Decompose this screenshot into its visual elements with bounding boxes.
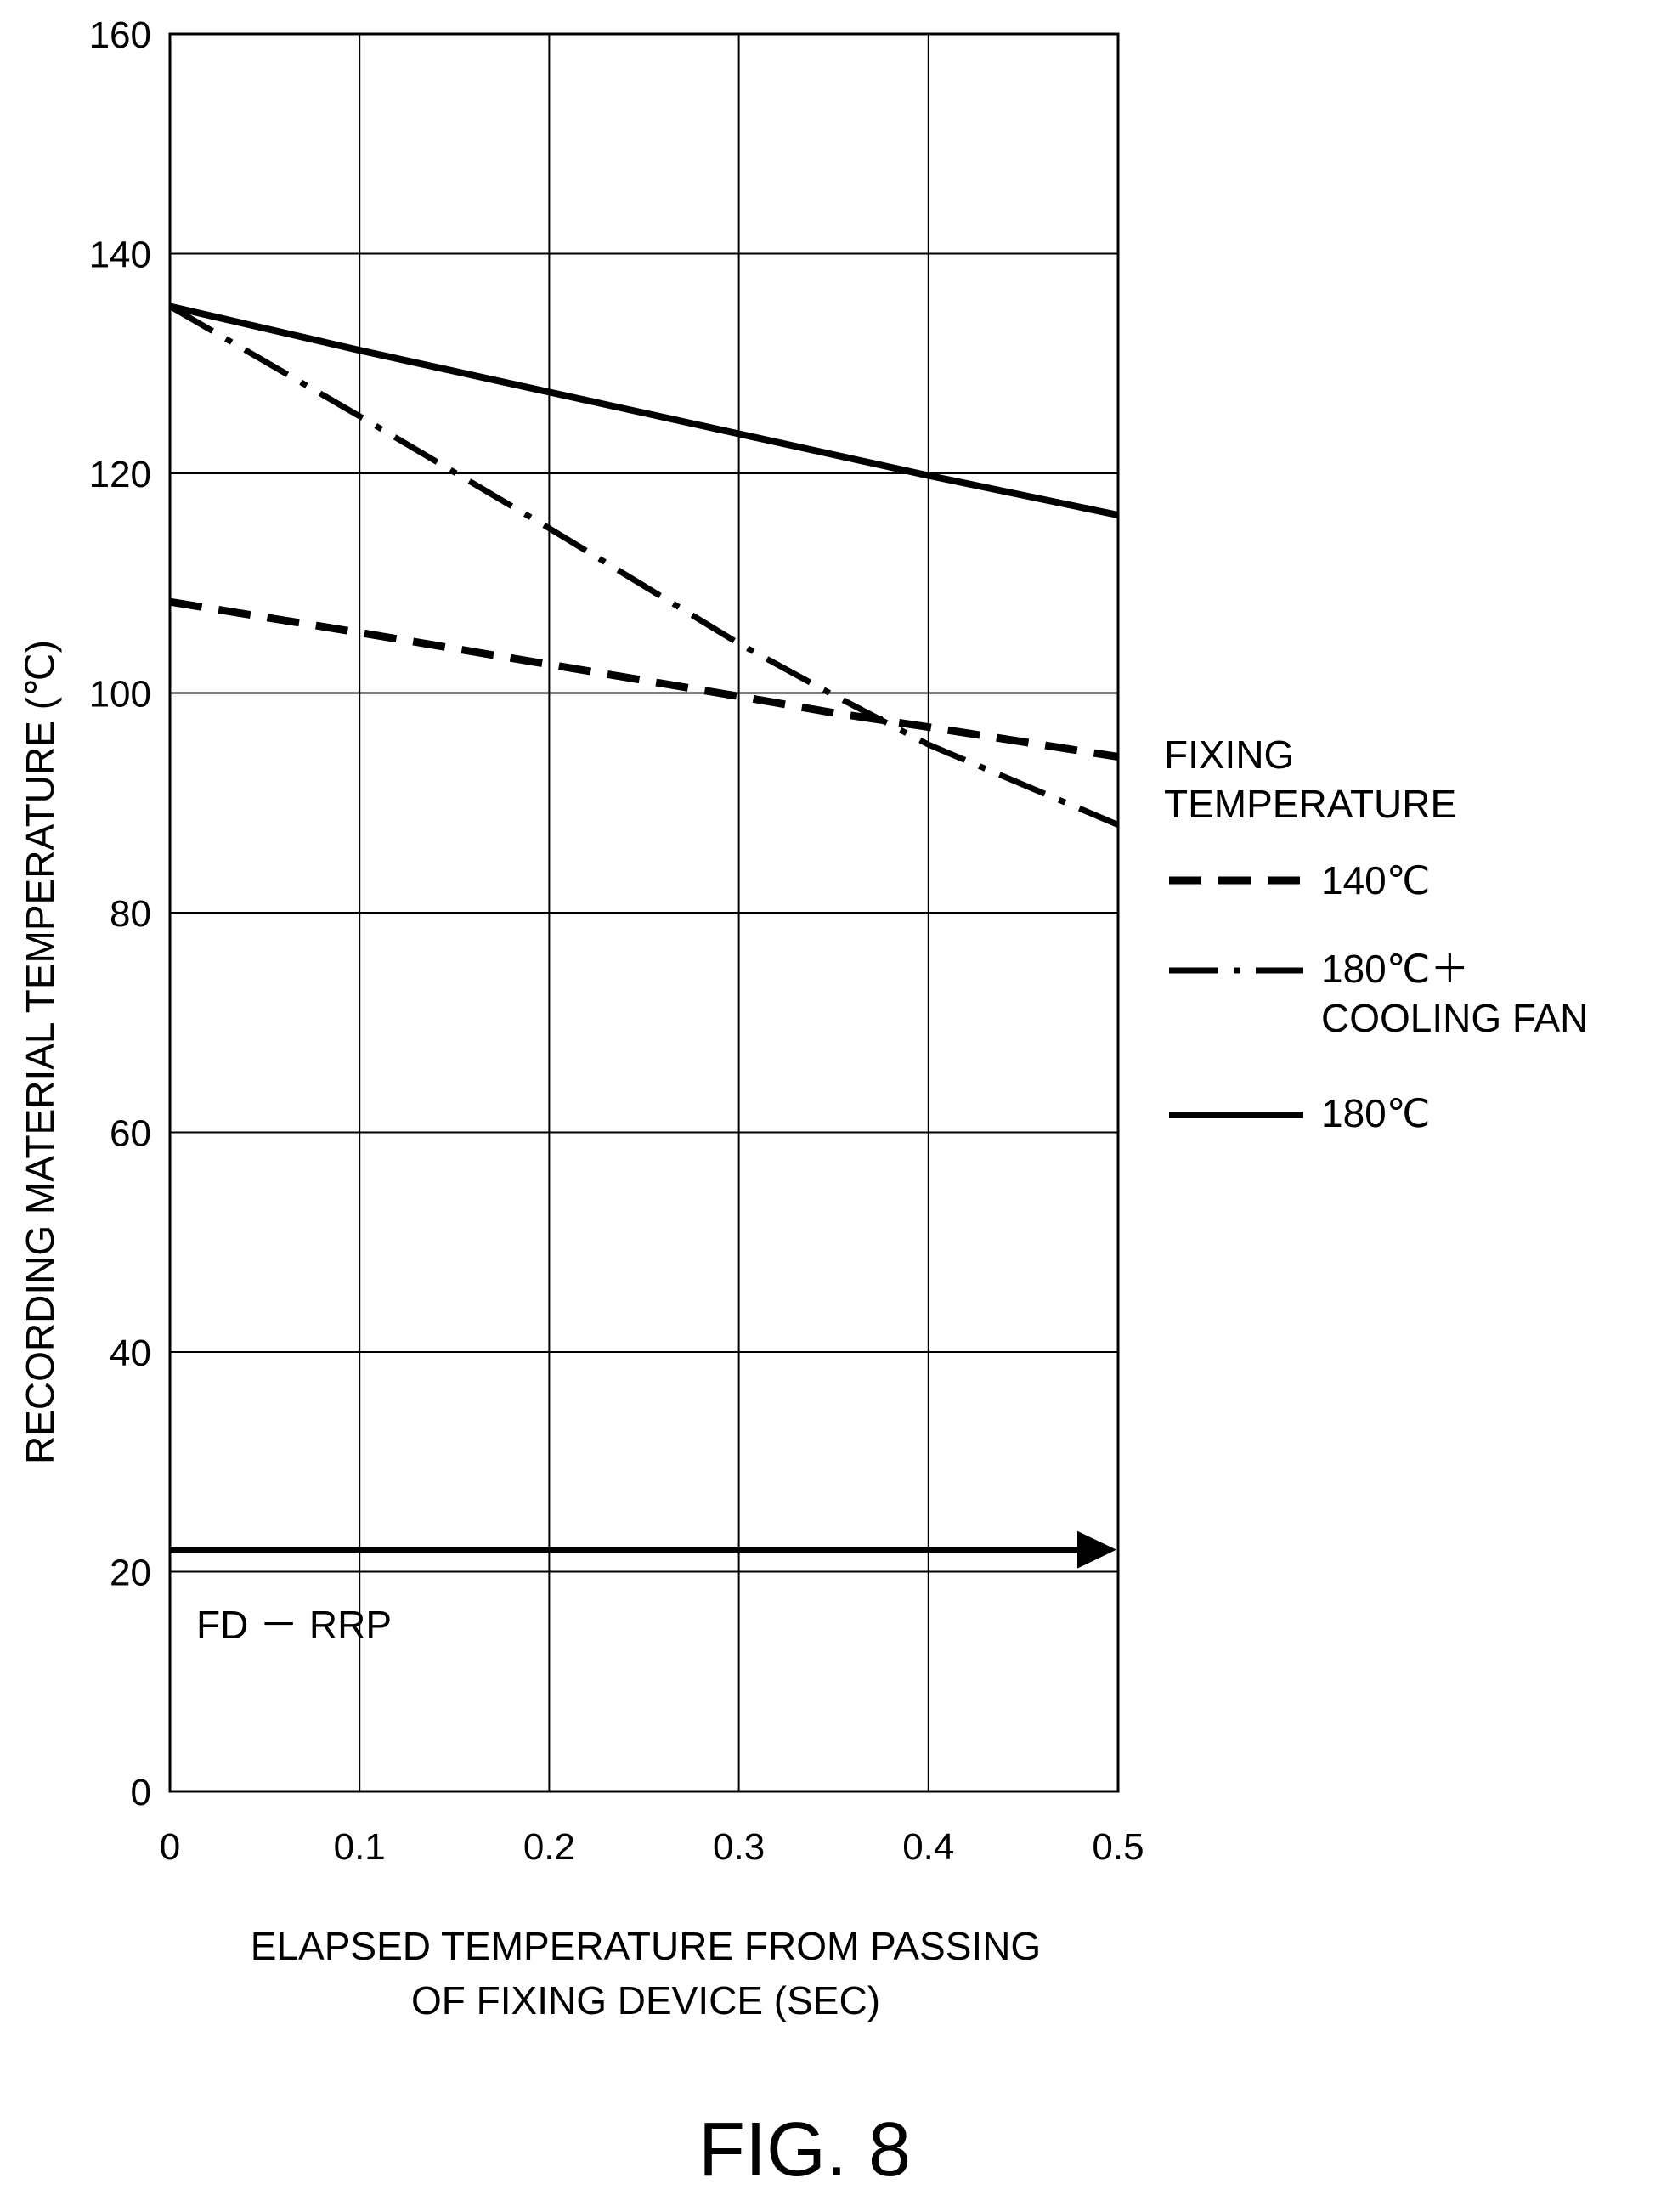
grid-lines <box>170 34 1118 1791</box>
legend-title-line-1: FIXING <box>1164 733 1294 777</box>
series-line-180-cooling-fan <box>168 303 1120 828</box>
series-lines <box>168 303 1120 828</box>
fd-rrp-arrowhead <box>1077 1530 1116 1569</box>
legend-label-180-fan-line-2: COOLING FAN <box>1321 996 1588 1040</box>
y-tick-labels: 0 20 40 60 80 100 120 140 160 <box>89 14 151 1813</box>
y-tick-label: 140 <box>89 235 151 276</box>
annotation-group: FD － RRP <box>170 1530 1116 1647</box>
legend-label-140: 140℃ <box>1321 858 1430 902</box>
x-axis-title-line-1: ELAPSED TEMPERATURE FROM PASSING <box>251 1924 1041 1968</box>
plot-frame <box>168 32 1120 1793</box>
series-line-180 <box>169 303 1119 519</box>
x-tick-label: 0.5 <box>1092 1826 1144 1868</box>
legend-label-180: 180℃ <box>1321 1091 1430 1135</box>
figure-caption: FIG. 8 <box>698 2107 911 2192</box>
x-tick-label: 0.4 <box>902 1826 954 1868</box>
y-tick-label: 100 <box>89 674 151 716</box>
y-axis-title-text: RECORDING MATERIAL TEMPERATURE (℃) <box>18 640 62 1464</box>
legend-label-180-fan-line-1: 180℃＋ <box>1321 947 1469 991</box>
y-tick-label: 80 <box>110 893 151 935</box>
legend-title-line-2: TEMPERATURE <box>1164 782 1456 826</box>
y-tick-label: 60 <box>110 1113 151 1155</box>
y-tick-label: 120 <box>89 454 151 495</box>
fd-rrp-label: FD － RRP <box>196 1603 392 1647</box>
x-tick-labels: 0 0.1 0.2 0.3 0.4 0.5 <box>160 1826 1144 1868</box>
x-axis-title-line-2: OF FIXING DEVICE (SEC) <box>411 1978 880 2022</box>
x-tick-label: 0 <box>160 1826 180 1868</box>
y-tick-label: 160 <box>89 14 151 56</box>
x-tick-label: 0.2 <box>523 1826 575 1868</box>
x-tick-label: 0.1 <box>334 1826 386 1868</box>
x-axis-title: ELAPSED TEMPERATURE FROM PASSING OF FIXI… <box>251 1924 1041 2022</box>
legend: FIXING TEMPERATURE 140℃ 180℃＋ COOLING FA… <box>1164 733 1588 1135</box>
y-tick-label: 0 <box>131 1772 151 1813</box>
series-line-140 <box>169 597 1119 761</box>
y-tick-label: 20 <box>110 1553 151 1594</box>
y-axis-title: RECORDING MATERIAL TEMPERATURE (℃) <box>18 640 62 1464</box>
x-tick-label: 0.3 <box>713 1826 765 1868</box>
y-tick-label: 40 <box>110 1332 151 1374</box>
